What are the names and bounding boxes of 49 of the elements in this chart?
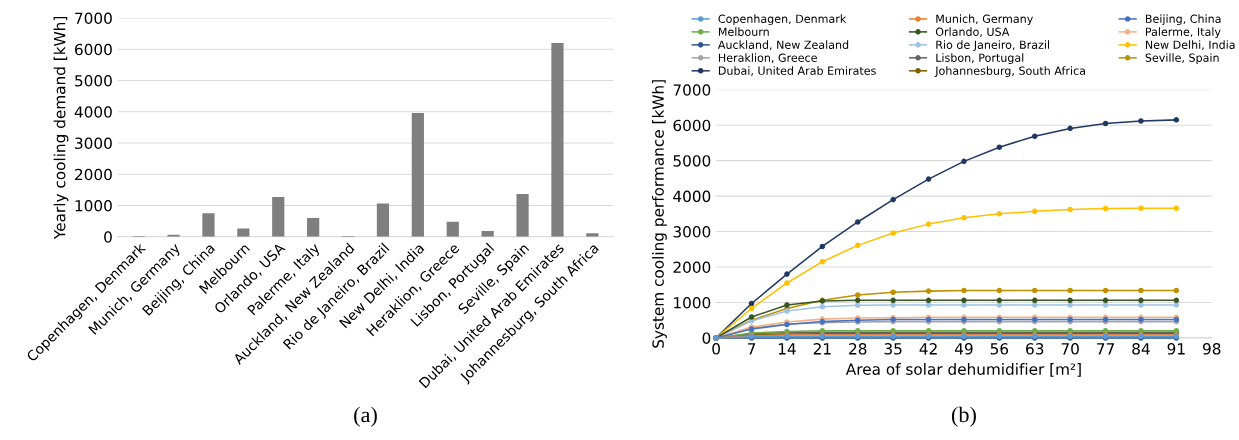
text: (b) — [951, 406, 976, 427]
y-tick-label: 7000 — [75, 12, 112, 25]
y-tick-label: 2000 — [75, 168, 112, 181]
x-tick-label: 77 — [1097, 343, 1114, 355]
x-tick-label: 0 — [712, 343, 720, 355]
y-tick-label: 1000 — [75, 199, 112, 212]
legend-label: Copenhagen, Denmark — [718, 14, 847, 26]
x-tick-label: 98 — [1202, 343, 1221, 355]
y-tick-label: 1000 — [674, 296, 711, 309]
x-tick-label: 42 — [919, 343, 937, 355]
y-tick-label: 7000 — [673, 84, 711, 96]
x-tick-label: 35 — [884, 343, 902, 355]
y-tick-label: 5000 — [673, 155, 711, 167]
x-tick-label: 84 — [1132, 343, 1150, 355]
legend-label: Seville, Spain — [1145, 53, 1219, 65]
y-tick-label: 0 — [104, 231, 112, 243]
x-axis-title: Area of solar dehumidifier [m²] — [845, 363, 1081, 377]
y-tick-label: 4000 — [673, 190, 711, 203]
legend-label: Orlando, USA — [935, 27, 1010, 38]
text: (a) — [354, 406, 377, 427]
legend-label: Lisbon, Portugal — [936, 53, 1024, 65]
y-tick-label: 3000 — [673, 226, 711, 238]
y-tick-label: 4000 — [74, 106, 112, 118]
legend-label: Heraklion, Greece — [718, 53, 817, 64]
legend-label: Johannesburg, South Africa — [934, 66, 1085, 78]
y-tick-label: 3000 — [75, 137, 112, 150]
x-tick-label: 14 — [778, 343, 796, 355]
x-tick-label: 49 — [954, 343, 973, 355]
x-tick-label: 56 — [990, 343, 1009, 355]
x-tick-label: 70 — [1061, 343, 1079, 355]
legend-label: New Delhi, India — [1145, 40, 1235, 51]
legend-label: Auckland, New Zealand — [717, 40, 849, 51]
x-tick-label: 91 — [1167, 343, 1185, 355]
y-tick-label: 6000 — [673, 119, 711, 132]
y-tick-label: 2000 — [673, 261, 711, 274]
y-tick-label: 6000 — [75, 43, 112, 56]
x-tick-label: 63 — [1026, 343, 1044, 355]
legend-label: Rio de Janeiro, Brazil — [936, 40, 1050, 51]
x-tick-label: 28 — [849, 343, 867, 355]
y-axis-title: System cooling performance [kWh] — [652, 80, 667, 348]
x-tick-label: 21 — [813, 343, 831, 355]
legend-label: Melbourn — [718, 27, 769, 36]
y-tick-label: 5000 — [75, 74, 112, 87]
x-tick-label: 7 — [747, 343, 756, 355]
legend-label: Munich, Germany — [936, 14, 1033, 26]
legend-label: Beijing, China — [1145, 14, 1221, 26]
y-axis-title: Yearly cooling demand [kWh] — [53, 16, 69, 240]
legend-label: Dubai, United Arab Emirates — [718, 66, 876, 76]
legend-label: Palerme, Italy — [1145, 27, 1221, 39]
